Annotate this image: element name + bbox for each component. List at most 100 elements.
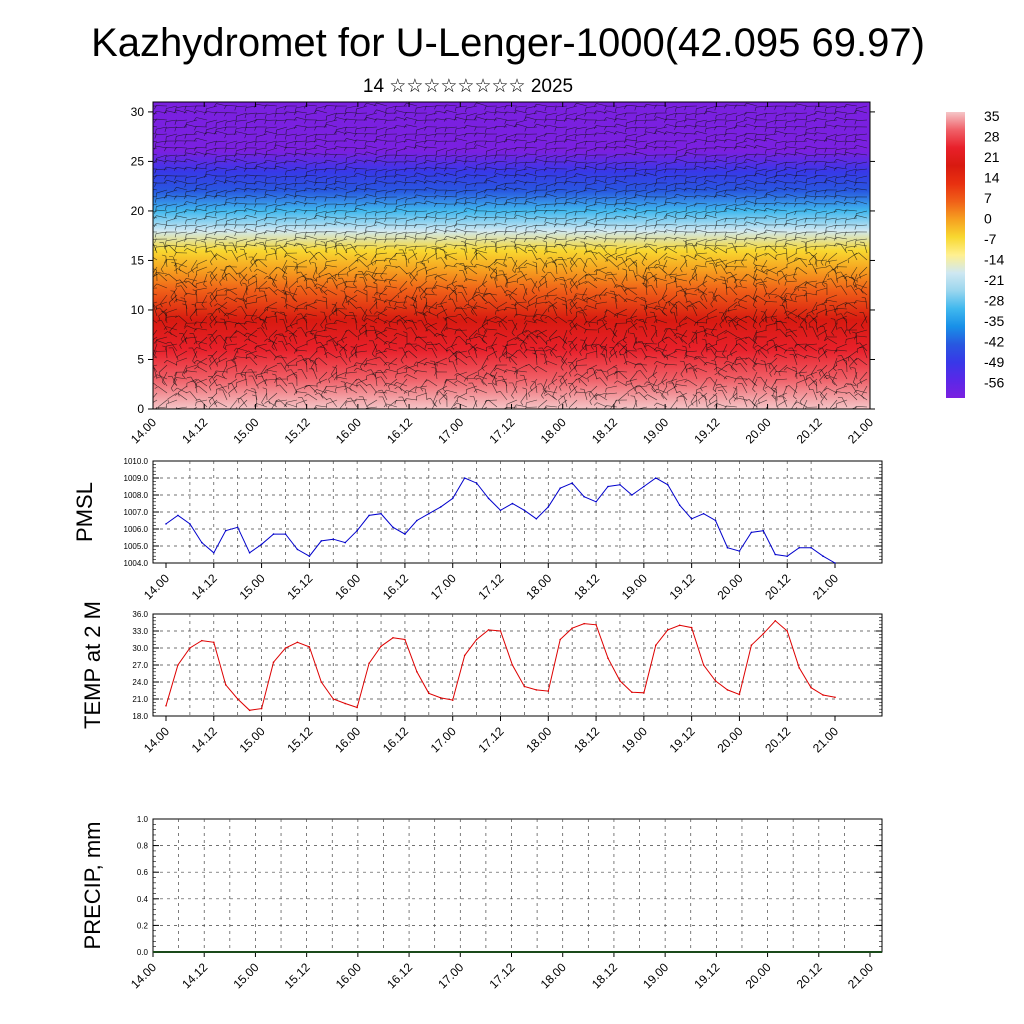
wind-barb-flag	[293, 195, 297, 199]
wind-barb-flag	[734, 104, 737, 109]
wind-barb	[296, 147, 308, 150]
wind-barb-flag	[795, 233, 797, 238]
wind-barb-flag	[593, 103, 597, 107]
wind-barb-flag	[223, 228, 227, 233]
wind-barb-flag	[163, 160, 167, 165]
wind-barb-flag	[533, 229, 537, 234]
wind-barb	[206, 245, 218, 249]
wind-barb-flag	[553, 223, 557, 228]
wind-barb	[206, 132, 218, 135]
wind-barb-flag	[514, 268, 517, 273]
wind-barb-flag	[725, 115, 727, 120]
wind-barb	[226, 158, 238, 163]
wind-barb	[346, 235, 358, 240]
wind-barb-flag	[505, 164, 507, 169]
wind-barb	[606, 186, 618, 191]
wind-barb	[168, 245, 178, 254]
wind-barb	[656, 188, 668, 191]
wind-barb	[256, 140, 268, 143]
wind-barb	[476, 245, 488, 250]
wind-barb-flag	[684, 196, 687, 201]
wind-barb	[606, 182, 618, 186]
wind-barb-flag	[424, 140, 427, 144]
wind-barb-flag	[214, 254, 218, 258]
wind-barb	[776, 130, 788, 135]
wind-barb	[786, 146, 798, 149]
wind-barb	[856, 105, 868, 109]
wind-barb	[796, 180, 808, 184]
wind-barb	[576, 166, 588, 170]
wind-barb-flag	[624, 168, 627, 172]
wind-barb-flag	[184, 134, 187, 139]
wind-barb	[176, 180, 188, 184]
wind-barb-flag	[164, 231, 167, 236]
wind-barb-flag	[563, 243, 567, 248]
wind-barb-flag	[194, 105, 197, 110]
wind-barb	[217, 254, 228, 261]
wind-barb	[706, 210, 718, 214]
wind-barb-flag	[434, 203, 437, 207]
wind-barb-flag	[424, 176, 427, 180]
wind-barb	[796, 152, 808, 156]
wind-barb-flag	[414, 120, 417, 125]
wind-barb-flag	[394, 170, 397, 175]
wind-barb	[416, 154, 428, 158]
wind-barb	[626, 144, 638, 149]
wind-barb	[816, 182, 828, 184]
wind-barb	[546, 250, 558, 254]
wind-barb-flag	[593, 125, 597, 130]
wind-barb-flag	[543, 167, 547, 172]
wind-barb	[814, 256, 818, 268]
wind-barb-flag	[474, 224, 477, 229]
wind-barb-flag	[415, 233, 417, 238]
wind-barb-flag	[644, 226, 647, 231]
wind-barb-flag	[669, 275, 672, 279]
wind-barb	[326, 216, 338, 219]
wind-barb-flag	[354, 253, 359, 257]
wind-barb-flag	[443, 180, 447, 185]
wind-barb	[225, 105, 238, 107]
wind-barb-flag	[385, 192, 387, 197]
wind-barb-flag	[404, 112, 407, 117]
wind-barb	[756, 168, 768, 172]
wind-barb-flag	[533, 123, 537, 128]
wind-barb-flag	[723, 181, 727, 186]
wind-barb	[206, 140, 218, 144]
wind-barb	[256, 180, 268, 184]
wind-barb-flag	[691, 276, 695, 280]
wind-barb	[256, 224, 268, 227]
wind-barb-flag	[173, 195, 177, 200]
wind-barb	[286, 201, 298, 205]
wind-barb-flag	[573, 167, 577, 171]
wind-barb	[246, 223, 258, 226]
wind-barb-flag	[184, 237, 187, 242]
wind-barb-flag	[684, 169, 687, 174]
wind-barb-flag	[644, 155, 647, 160]
wind-barb	[406, 196, 418, 200]
wind-barb-flag	[284, 265, 287, 270]
wind-barb	[156, 174, 168, 177]
wind-barb	[796, 168, 808, 173]
wind-barb-flag	[844, 219, 847, 224]
wind-barb-flag	[145, 226, 146, 230]
wind-barb-flag	[374, 219, 377, 224]
wind-barb-flag	[765, 245, 770, 248]
wind-barb	[256, 161, 268, 166]
wind-barb	[856, 161, 868, 165]
wind-barb-flag	[694, 202, 697, 207]
wind-barb	[590, 250, 598, 261]
wind-barb-flag	[395, 234, 397, 239]
wind-barb-flag	[344, 183, 347, 188]
wind-barb-flag	[173, 109, 177, 114]
wind-barb-flag	[705, 121, 707, 126]
wind-barb	[707, 246, 718, 254]
wind-barb	[546, 124, 558, 128]
wind-barb-flag	[254, 198, 257, 203]
wind-barb-flag	[553, 278, 557, 282]
wind-barb	[776, 140, 788, 144]
wind-barb-flag	[683, 244, 687, 249]
wind-barb-flag	[553, 230, 557, 235]
wind-barb-flag	[695, 178, 697, 183]
wind-barb	[451, 273, 458, 284]
wind-barb	[846, 209, 858, 212]
